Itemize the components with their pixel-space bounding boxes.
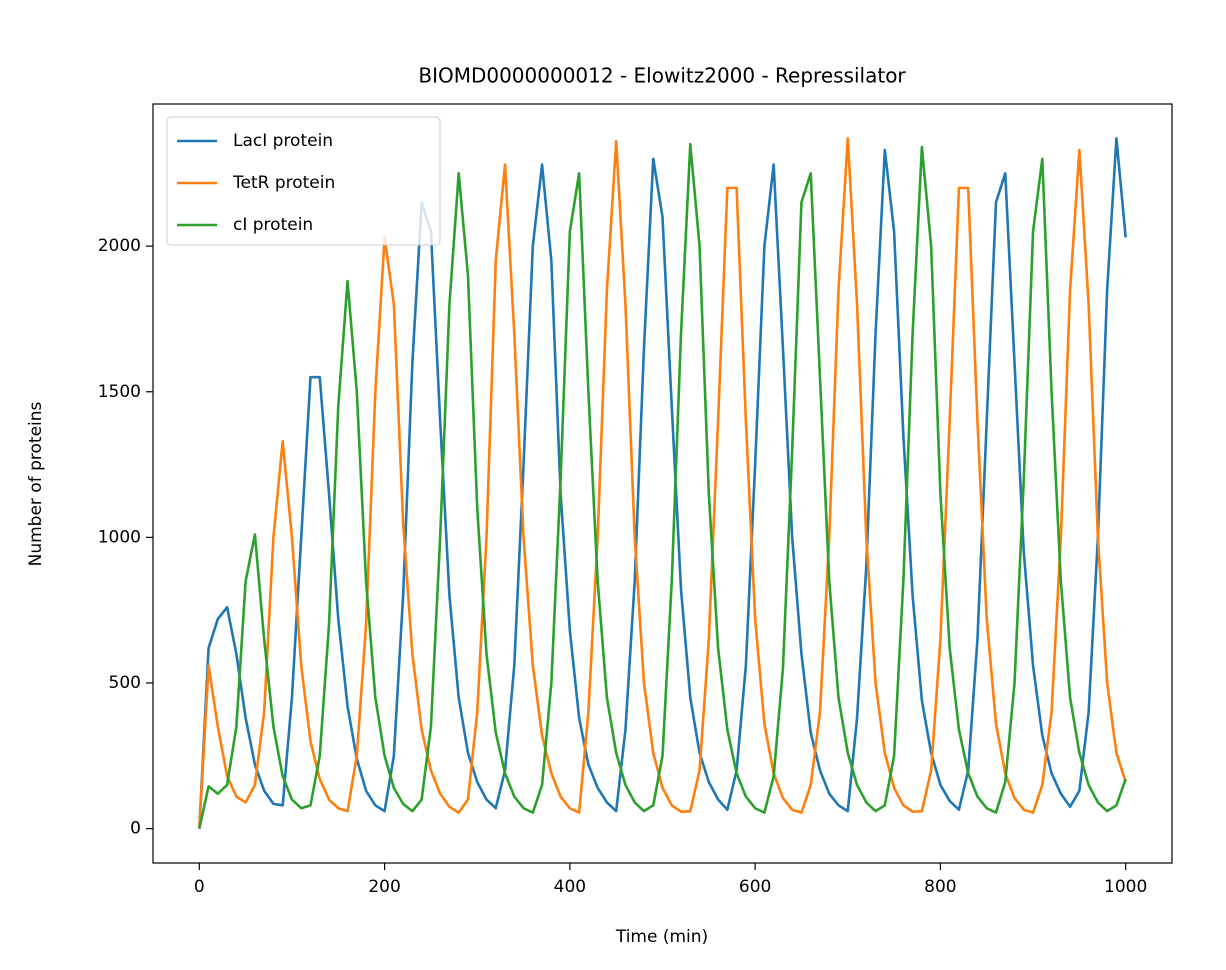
x-tick-label: 200	[368, 877, 400, 897]
chart-title: BIOMD0000000012 - Elowitz2000 - Repressi…	[418, 64, 906, 88]
x-tick-label: 400	[554, 877, 586, 897]
y-axis-label: Number of proteins	[26, 401, 46, 566]
plot-frame	[152, 103, 1173, 864]
legend-label: TetR protein	[232, 173, 335, 193]
x-tick-label: 0	[194, 877, 205, 897]
y-tick-label: 500	[109, 673, 141, 693]
legend-label: LacI protein	[233, 131, 333, 151]
y-tick-label: 1500	[98, 382, 141, 402]
x-axis-label: Time (min)	[615, 927, 708, 947]
x-tick-label: 1000	[1104, 877, 1147, 897]
x-tick-label: 600	[739, 877, 771, 897]
data-line	[198, 137, 1127, 829]
legend-label: cI protein	[233, 215, 313, 235]
data-line	[198, 142, 1127, 829]
y-tick-label: 0	[130, 819, 141, 839]
x-tick-label: 800	[924, 877, 956, 897]
y-tick-label: 2000	[98, 236, 141, 256]
legend-box	[166, 116, 441, 246]
data-line	[198, 137, 1127, 829]
y-tick-label: 1000	[98, 527, 141, 547]
